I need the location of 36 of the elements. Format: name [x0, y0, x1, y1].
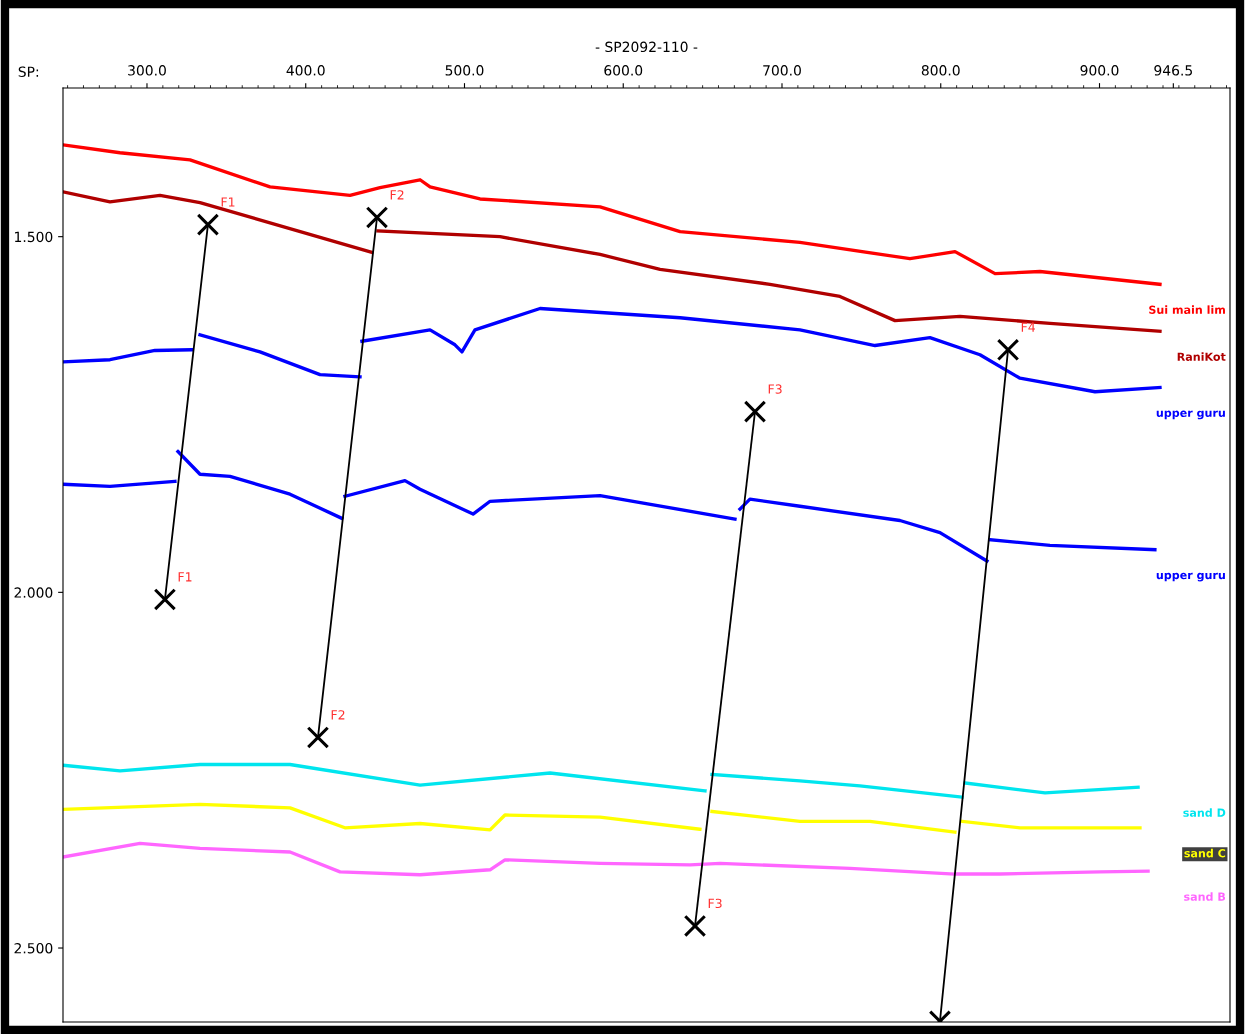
x-tick-label: 700.0 — [763, 65, 801, 76]
point — [683, 914, 707, 938]
y-tick-label: 2.500 — [14, 942, 53, 954]
point — [743, 400, 767, 423]
line-series — [63, 143, 1162, 286]
line-series — [63, 841, 1150, 877]
series-label: Sui main lim — [1149, 305, 1225, 314]
x-tick-label: 300.0 — [128, 65, 166, 76]
point — [996, 338, 1020, 362]
x-tick-label: 600.0 — [604, 65, 643, 76]
text: sand B — [1184, 892, 1226, 901]
text: RaniKot — [1177, 352, 1226, 361]
x-tick-label: 946.5 — [1154, 65, 1192, 76]
chart-title: - SP2092-110 - — [595, 41, 698, 53]
x-tick-label: 800.0 — [921, 65, 960, 76]
text: sand D — [1183, 808, 1226, 817]
text: upper guru — [1156, 572, 1225, 582]
y-tick-label: 1.500 — [15, 231, 53, 243]
point — [365, 206, 389, 229]
x-axis-title: SP: — [18, 66, 39, 77]
text: sand C — [1184, 848, 1226, 858]
point — [153, 588, 177, 611]
y-tick-label: 2.000 — [14, 587, 53, 598]
x-tick-label: 500.0 — [445, 65, 484, 76]
annotation: F2 — [331, 710, 345, 720]
annotation: F3 — [708, 898, 722, 909]
text: upper guru — [1156, 410, 1225, 420]
x-tick-label: 400.0 — [286, 65, 325, 76]
annotation: F1 — [221, 197, 235, 207]
point — [306, 726, 330, 749]
annotation: F1 — [178, 572, 192, 582]
annotation: F3 — [768, 384, 782, 394]
annotation: F2 — [390, 190, 404, 200]
x-tick-label: 900.0 — [1080, 65, 1119, 76]
point — [196, 213, 220, 236]
annotation: F4 — [1021, 322, 1035, 332]
